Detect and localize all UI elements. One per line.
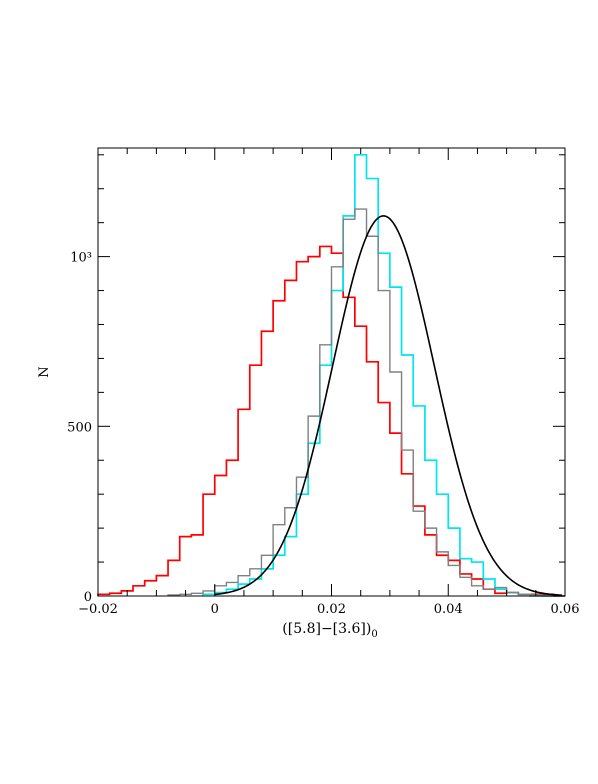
x-tick-label: 0.04 (434, 602, 463, 617)
gaussian-fit-curve (214, 215, 563, 597)
y-tick-label: 10³ (70, 251, 92, 266)
x-tick-label: 0.06 (551, 602, 580, 617)
histogram-series-3 (167, 208, 565, 597)
axis-ticks-layer (97, 148, 566, 597)
histogram-series-2 (202, 153, 554, 597)
histogram-series-layer (97, 153, 565, 597)
y-tick-label: 500 (67, 420, 92, 435)
x-axis-label: ([5.8]−[3.6])0 (282, 621, 377, 640)
y-axis-label: N (37, 366, 52, 377)
x-tick-label: 0.02 (317, 602, 346, 617)
x-tick-label: 0 (211, 602, 219, 617)
x-tick-label: −0.02 (78, 602, 118, 617)
x-axis-label-main: ([5.8]−[3.6]) (282, 621, 371, 637)
fit-curve-layer (214, 215, 563, 597)
x-axis-label-subscript: 0 (371, 629, 377, 640)
y-tick-label: 0 (84, 590, 92, 605)
